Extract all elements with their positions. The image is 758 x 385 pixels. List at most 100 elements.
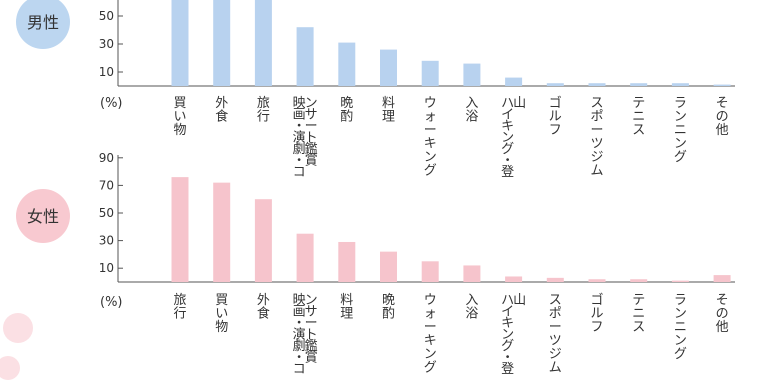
svg-text:テ: テ <box>632 293 645 308</box>
bar <box>463 63 481 86</box>
svg-text:ツ: ツ <box>549 334 562 349</box>
svg-text:浴: 浴 <box>465 307 478 322</box>
x-category-label: その他 <box>716 96 729 138</box>
svg-text:テ: テ <box>632 96 645 111</box>
svg-text:イ: イ <box>501 108 514 123</box>
x-category-label: ゴルフ <box>549 95 562 138</box>
svg-text:理: 理 <box>382 110 395 125</box>
bar <box>505 276 523 282</box>
svg-text:外: 外 <box>257 293 270 308</box>
svg-text:食: 食 <box>215 109 228 125</box>
y-tick-label: 10 <box>99 65 114 79</box>
svg-text:ー: ー <box>549 320 562 335</box>
svg-text:入: 入 <box>465 96 478 111</box>
svg-text:他: 他 <box>716 320 729 335</box>
svg-text:ハ: ハ <box>501 293 514 308</box>
svg-text:ス: ス <box>590 96 603 111</box>
svg-text:ォ: ォ <box>424 110 437 125</box>
svg-text:・: ・ <box>293 316 306 331</box>
svg-text:ー: ー <box>590 123 603 138</box>
x-category-label: 入浴 <box>465 96 478 125</box>
svg-text:そ: そ <box>716 293 729 308</box>
bar <box>254 199 272 282</box>
x-category-label: 旅行 <box>257 96 270 125</box>
svg-text:ト: ト <box>305 131 318 146</box>
svg-text:キ: キ <box>501 119 514 134</box>
bar <box>588 83 606 86</box>
svg-text:ー: ー <box>305 316 318 331</box>
bar <box>213 0 231 86</box>
svg-text:画: 画 <box>293 108 306 123</box>
svg-text:ス: ス <box>632 320 645 335</box>
svg-text:グ: グ <box>674 150 687 165</box>
x-category-label: 外食 <box>215 96 228 125</box>
svg-text:他: 他 <box>716 123 729 138</box>
svg-text:買: 買 <box>215 293 228 308</box>
svg-text:ル: ル <box>549 110 562 125</box>
svg-text:ル: ル <box>590 307 603 322</box>
svg-text:物: 物 <box>173 123 186 138</box>
svg-text:の: の <box>716 307 729 322</box>
svg-text:グ: グ <box>501 339 514 354</box>
x-category-label: 入浴 <box>465 293 478 322</box>
svg-text:ン: ン <box>674 137 687 152</box>
svg-text:鑑: 鑑 <box>305 141 318 157</box>
svg-text:・: ・ <box>501 154 514 169</box>
y-tick-label: 50 <box>99 206 114 220</box>
svg-text:ン: ン <box>501 328 514 343</box>
svg-text:ポ: ポ <box>549 307 562 322</box>
svg-text:・: ・ <box>293 154 306 169</box>
x-category-label: テニス <box>632 293 645 335</box>
svg-text:ォ: ォ <box>424 307 437 322</box>
svg-text:ー: ー <box>424 123 437 138</box>
svg-text:旅: 旅 <box>173 293 186 308</box>
svg-text:ン: ン <box>305 293 318 308</box>
svg-text:理: 理 <box>340 307 353 322</box>
svg-text:フ: フ <box>549 123 562 138</box>
svg-text:入: 入 <box>465 293 478 308</box>
svg-text:・: ・ <box>293 119 306 134</box>
svg-text:ン: ン <box>674 307 687 322</box>
svg-text:サ: サ <box>305 108 318 123</box>
bar <box>338 241 356 282</box>
bar <box>380 251 397 282</box>
svg-text:画: 画 <box>293 305 306 320</box>
svg-text:ン: ン <box>501 131 514 146</box>
y-tick-label: 50 <box>99 9 114 23</box>
svg-text:登: 登 <box>501 362 514 377</box>
bar <box>505 77 523 86</box>
svg-text:キ: キ <box>424 334 437 349</box>
x-category-label: その他 <box>716 293 729 335</box>
group-label: 男性 <box>27 13 59 32</box>
svg-text:ム: ム <box>549 361 562 376</box>
svg-text:ン: ン <box>674 110 687 125</box>
bar <box>421 261 439 282</box>
svg-text:ハ: ハ <box>501 96 514 111</box>
svg-text:浴: 浴 <box>465 110 478 125</box>
svg-text:食: 食 <box>257 306 270 322</box>
x-category-label: 買い物 <box>215 293 228 335</box>
svg-text:ン: ン <box>424 150 437 165</box>
svg-text:ゴ: ゴ <box>590 292 603 308</box>
svg-text:ジ: ジ <box>549 347 562 362</box>
svg-text:料: 料 <box>382 96 395 111</box>
bar <box>713 84 731 86</box>
x-category-label: 買い物 <box>173 96 186 138</box>
svg-text:晩: 晩 <box>382 293 395 308</box>
group-badge <box>16 189 70 243</box>
svg-text:ラ: ラ <box>674 96 687 111</box>
svg-text:ジ: ジ <box>590 150 603 165</box>
svg-text:ポ: ポ <box>590 110 603 125</box>
svg-text:ー: ー <box>305 119 318 134</box>
y-tick-label: 70 <box>99 178 114 192</box>
svg-text:ウ: ウ <box>424 293 437 308</box>
x-category-label: 料理 <box>382 96 395 125</box>
svg-text:ニ: ニ <box>632 307 645 322</box>
svg-text:行: 行 <box>257 110 270 125</box>
bar <box>630 83 648 86</box>
